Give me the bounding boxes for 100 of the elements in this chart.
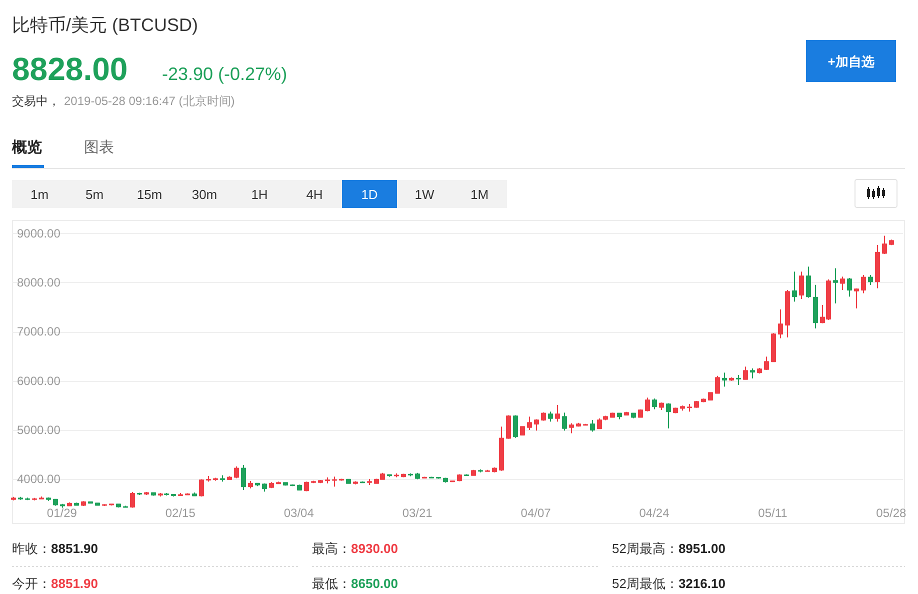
- candlestick: [192, 492, 197, 497]
- candlestick: [757, 368, 762, 374]
- candlestick: [74, 502, 79, 506]
- candlestick: [276, 481, 281, 485]
- candlestick: [701, 398, 706, 403]
- x-tick-label: 05/11: [758, 506, 788, 520]
- candlestick: [548, 411, 553, 422]
- candlestick: [311, 480, 316, 484]
- y-tick-label: 7000.00: [17, 324, 61, 339]
- candlestick: [46, 496, 51, 502]
- candlestick: [478, 468, 483, 473]
- text: 52周最低：: [612, 576, 678, 591]
- candlestick: [25, 497, 30, 501]
- candlestick: [67, 502, 72, 507]
- candlestick: [534, 418, 539, 432]
- candlestick: [833, 268, 838, 304]
- y-tick-label: 5000.00: [17, 423, 61, 438]
- candlestick: [394, 472, 399, 478]
- candlestick: [297, 484, 302, 492]
- candlestick: [81, 500, 86, 507]
- candlestick: [185, 492, 190, 496]
- candlestick: [680, 404, 685, 412]
- candlestick: [387, 474, 392, 478]
- candlestick: [346, 478, 351, 484]
- candlestick: [499, 426, 504, 472]
- x-tick-label: 01/29: [46, 506, 78, 520]
- text: 4H: [306, 186, 323, 202]
- candlestick: [882, 235, 887, 254]
- candlestick: [269, 482, 274, 489]
- candlestick: [234, 466, 239, 479]
- candlestick: [736, 374, 741, 386]
- candlestick: [464, 474, 469, 476]
- text: 1m: [30, 186, 49, 202]
- text: 最低：: [312, 576, 351, 591]
- text: 8951.00: [678, 541, 726, 556]
- candlestick: [471, 469, 476, 476]
- candlestick: [60, 503, 65, 508]
- text: 52周最高：: [612, 541, 678, 556]
- candlestick: [227, 476, 232, 480]
- candlestick: [631, 412, 636, 419]
- candlestick: [18, 496, 23, 500]
- candlestick: [854, 288, 859, 309]
- candlestick: [457, 474, 462, 482]
- candlestick: [199, 478, 204, 497]
- candlestick: [806, 266, 811, 298]
- text: 1W: [414, 186, 435, 202]
- candlestick: [492, 466, 497, 473]
- chart-title: 比特币/美元 (BTCUSD): [12, 15, 198, 35]
- candlestick: [840, 276, 845, 290]
- candlestick: [137, 492, 142, 496]
- text: -23.90 (-0.27%): [162, 64, 288, 84]
- candlestick: [436, 476, 441, 480]
- candlestick: [875, 244, 880, 289]
- text: 1D: [361, 186, 378, 202]
- candlestick: [11, 496, 16, 501]
- candlestick: [415, 472, 420, 480]
- candlestick: [443, 477, 448, 484]
- text: +加自选: [828, 54, 874, 68]
- candlestick: [861, 274, 866, 294]
- candlestick: [220, 474, 225, 482]
- candlestick: [171, 493, 176, 497]
- text: 最高：: [312, 541, 351, 556]
- candlestick: [116, 503, 121, 508]
- candlestick: [645, 397, 650, 412]
- candlestick: [541, 412, 546, 422]
- candlestick: [450, 480, 455, 483]
- candlestick: [847, 278, 852, 298]
- candlestick: [555, 404, 560, 422]
- candlestick: [178, 492, 183, 496]
- candlestick: [590, 419, 595, 432]
- text: 图表: [84, 139, 114, 156]
- candlestick: [485, 469, 490, 472]
- candlestick: [144, 492, 149, 496]
- candlestick: [583, 423, 588, 426]
- text: 8828.00: [12, 51, 128, 87]
- candlestick: [792, 271, 797, 302]
- candlestick: [520, 426, 525, 436]
- candlestick: [799, 271, 804, 300]
- text: 1H: [251, 186, 268, 202]
- candlestick: [130, 492, 135, 508]
- x-tick-label: 02/15: [165, 506, 196, 520]
- x-tick-label: 04/24: [639, 506, 670, 520]
- candlestick: [304, 481, 309, 492]
- candlestick: [743, 366, 748, 380]
- text: 概览: [11, 139, 42, 156]
- candlestick: [241, 464, 246, 490]
- candlestick: [764, 356, 769, 371]
- candlestick: [95, 502, 100, 506]
- candlestick: [360, 480, 365, 484]
- candlestick: [813, 284, 818, 329]
- candlestick: [527, 416, 532, 430]
- candlestick: [715, 375, 720, 394]
- x-tick-label: 04/07: [520, 506, 552, 520]
- candlestick: [750, 368, 755, 379]
- x-tick-label: 05/28: [876, 506, 907, 520]
- text: 昨收：: [12, 541, 51, 556]
- candlestick: [659, 402, 664, 410]
- candlestick: [262, 482, 267, 492]
- candlestick: [687, 403, 692, 412]
- candlestick: [666, 402, 671, 429]
